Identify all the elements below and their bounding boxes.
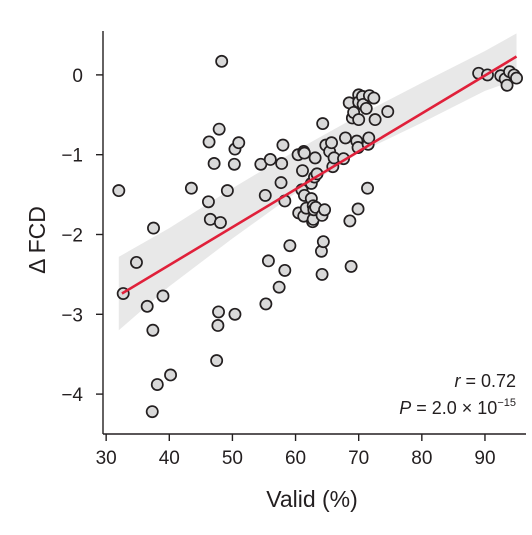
x-tick-label: 50 [222,448,243,469]
data-point [351,202,365,216]
r-symbol: r [454,371,461,391]
data-point [220,184,234,198]
data-point [210,354,224,368]
x-tick-label: 70 [348,448,369,469]
regression-line [121,55,518,295]
data-point [368,113,382,127]
data-point [316,117,330,131]
x-tick-label: 60 [285,448,306,469]
data-point [510,71,523,85]
data-point [278,263,292,277]
data-point [361,181,374,195]
data-point [228,307,242,321]
data-point [146,323,160,337]
data-point [352,113,366,127]
data-point [147,221,160,235]
confidence-band [118,33,517,331]
data-point [318,203,332,217]
data-point [315,267,329,281]
r-value: = 0.72 [460,371,516,391]
p-exponent: −15 [497,397,516,409]
data-point [276,138,290,152]
data-point [296,164,309,178]
fit-line-layer [121,55,518,295]
data-point [211,319,225,332]
x-tick-label: 40 [159,448,180,469]
p-value-annotation: P = 2.0 × 10−15 [399,397,516,418]
data-point [343,214,357,228]
data-point [213,216,227,229]
data-point [259,297,273,311]
data-point [261,254,275,268]
data-point [212,122,226,136]
p-symbol: P [399,398,411,418]
data-point [500,78,514,92]
data-point [316,235,330,249]
y-tick-label: −3 [61,305,83,326]
data-points-layer [112,54,523,419]
confidence-band-layer [118,33,517,331]
data-point [381,105,395,119]
data-point [308,151,322,165]
data-point [362,131,376,145]
data-point [150,378,164,391]
data-point [283,239,297,253]
data-point [359,101,373,115]
data-point [184,181,198,195]
y-tick-label: −4 [61,385,83,406]
data-point [212,305,225,319]
data-point [297,146,311,160]
data-point [145,405,159,419]
data-point [130,255,143,269]
data-point [140,299,154,313]
data-point [275,157,289,170]
y-tick-label: −2 [61,225,83,246]
data-point [112,184,126,198]
x-tick-label: 80 [411,448,432,469]
y-tick-label: 0 [72,66,83,87]
data-point [227,157,241,171]
data-point [272,280,286,294]
y-axis-title: Δ FCD [24,206,50,274]
x-axis-title: Valid (%) [266,486,358,512]
data-point [201,195,215,209]
data-point [207,157,221,170]
data-point [338,131,352,145]
data-point [232,136,246,150]
data-point [215,54,229,68]
y-tick-label: −1 [61,146,83,167]
data-point [274,176,288,190]
axes-layer: 30 40 50 60 70 80 90 0 −1 −2 −3 −4 [61,31,526,469]
x-tick-label: 30 [96,448,117,469]
data-point [344,259,358,273]
data-point [263,153,277,166]
data-point [325,136,338,150]
data-point [367,91,381,105]
data-point [164,368,178,382]
correlation-annotation: r = 0.72 [454,371,516,391]
data-point [202,135,216,149]
x-tick-label: 90 [474,448,495,469]
data-point [258,188,272,202]
p-value: = 2.0 × 10 [411,398,497,418]
data-point [156,289,170,303]
